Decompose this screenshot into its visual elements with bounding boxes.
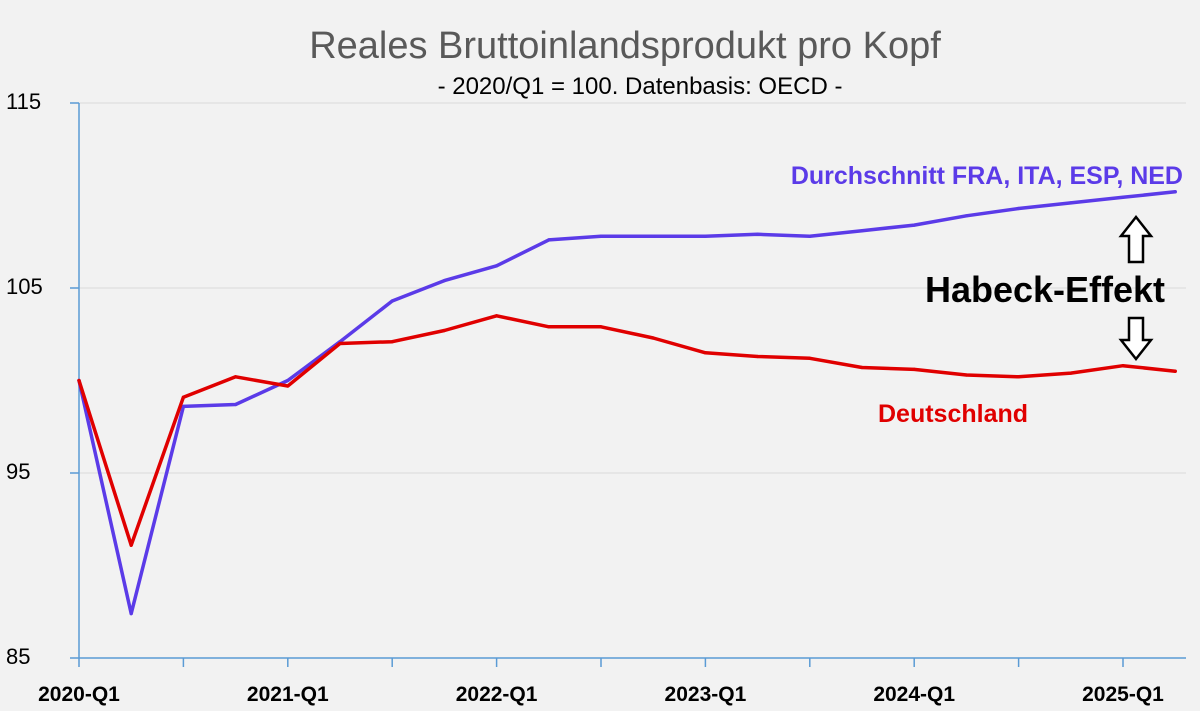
grid-layer xyxy=(79,102,1186,474)
data-point xyxy=(1069,371,1073,375)
data-point xyxy=(756,354,760,359)
axis-layer: 115 105 95 85 2020-Q1 2021-Q1 2022-Q1 2023-Q1 20… xyxy=(6,89,1186,706)
series-average xyxy=(77,190,1177,616)
y-tick-label: 85 xyxy=(6,644,30,669)
arrow-down-icon xyxy=(1118,316,1154,362)
data-point xyxy=(599,234,603,238)
data-point xyxy=(129,543,133,547)
data-point xyxy=(547,325,551,329)
x-tick-label: 2025-Q1 xyxy=(1082,683,1164,706)
series-germany xyxy=(77,314,1177,547)
data-point xyxy=(860,229,864,233)
data-point xyxy=(808,234,812,238)
chart-subtitle: - 2020/Q1 = 100. Datenbasis: OECD - xyxy=(438,73,843,100)
data-point xyxy=(234,402,238,407)
data-point xyxy=(756,232,760,236)
data-point xyxy=(495,314,499,318)
data-point xyxy=(1121,364,1125,368)
data-point xyxy=(964,373,969,377)
data-point xyxy=(1173,369,1177,373)
data-point xyxy=(547,238,551,242)
data-point xyxy=(1017,375,1021,379)
data-point xyxy=(286,378,290,383)
chart-title: Reales Bruttoinlandsprodukt pro Kopf xyxy=(309,25,941,67)
x-tick-label: 2020-Q1 xyxy=(38,683,120,706)
data-point xyxy=(1121,195,1125,199)
y-tick-label: 105 xyxy=(6,274,43,299)
data-point xyxy=(181,404,185,408)
data-point xyxy=(964,214,969,218)
data-point xyxy=(181,395,185,399)
y-tick-label: 115 xyxy=(6,89,41,114)
y-tick-label: 95 xyxy=(6,459,30,484)
data-point xyxy=(651,234,655,238)
data-point xyxy=(129,612,133,616)
data-point xyxy=(286,384,290,388)
x-tick-label: 2023-Q1 xyxy=(665,683,747,706)
data-point xyxy=(442,279,446,283)
data-point xyxy=(442,328,446,333)
data-point xyxy=(651,336,655,340)
data-point xyxy=(599,325,603,329)
series-layer xyxy=(77,190,1177,616)
data-point xyxy=(703,351,708,355)
data-point xyxy=(703,234,708,238)
data-point xyxy=(77,378,81,383)
data-point xyxy=(1173,190,1177,194)
data-point xyxy=(1069,201,1073,205)
data-point xyxy=(808,356,812,360)
x-tick-label: 2022-Q1 xyxy=(456,683,538,706)
series-line xyxy=(77,314,1177,547)
data-point xyxy=(912,367,916,371)
data-point xyxy=(860,365,864,370)
data-point xyxy=(495,264,499,268)
data-point xyxy=(1017,206,1021,211)
series-label-average: Durchschnitt FRA, ITA, ESP, NED xyxy=(791,162,1183,190)
data-point xyxy=(912,223,916,227)
x-tick-label: 2021-Q1 xyxy=(247,683,329,706)
data-point xyxy=(338,341,342,346)
habeck-effekt-annotation: Habeck-Effekt xyxy=(925,269,1165,310)
data-point xyxy=(390,340,394,344)
x-tick-label: 2024-Q1 xyxy=(873,683,955,706)
label-layer: Durchschnitt FRA, ITA, ESP, NED Deutschl… xyxy=(791,162,1183,428)
data-point xyxy=(234,375,238,379)
arrow-up-icon xyxy=(1118,214,1154,264)
data-point xyxy=(390,299,394,303)
series-line xyxy=(77,190,1177,616)
series-label-germany: Deutschland xyxy=(878,400,1028,428)
